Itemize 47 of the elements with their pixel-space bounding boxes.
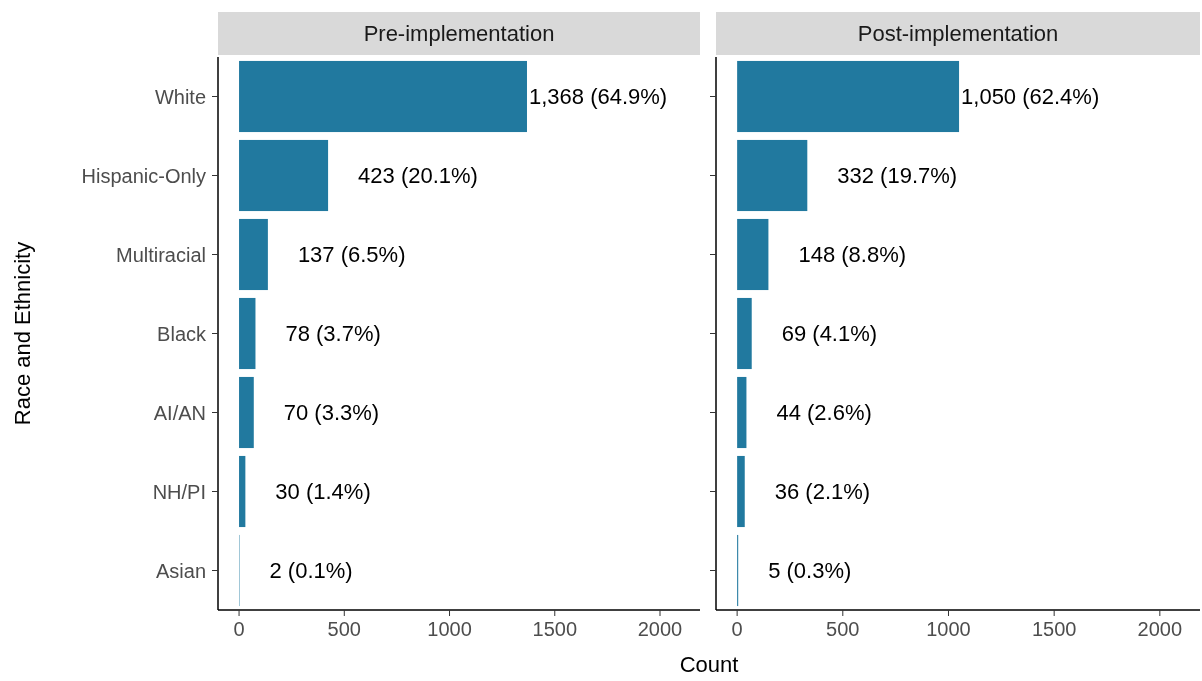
bar (239, 455, 246, 528)
chart-title: Pre-implementation (363, 21, 555, 47)
data-label: 1,050 (62.4%) (961, 84, 1100, 110)
y-tick-label: White (154, 85, 206, 108)
bar (239, 218, 268, 291)
bar (239, 139, 329, 212)
y-axis-title: Race and Ethnicity (10, 241, 35, 426)
data-label: 148 (8.8%) (798, 242, 907, 268)
bar (239, 60, 527, 133)
bar (737, 139, 808, 212)
y-tick-label: NH/PI (152, 480, 206, 503)
data-label: 70 (3.3%) (283, 400, 380, 426)
y-tick-label: AI/AN (153, 401, 206, 424)
data-label: 30 (1.4%) (275, 479, 371, 505)
x-axis-title: Count (679, 652, 739, 677)
data-label: 332 (19.7%) (837, 163, 958, 189)
bar (239, 376, 254, 449)
x-tick-label: 2000 (637, 618, 683, 640)
x-tick-label: 1000 (926, 618, 971, 640)
data-label: 78 (3.7%) (285, 321, 381, 347)
x-tick-label: 0 (731, 618, 743, 640)
data-label: 44 (2.6%) (776, 400, 872, 426)
y-tick-label: Hispanic-Only (81, 164, 206, 187)
data-label: 137 (6.5%) (297, 242, 406, 268)
x-tick-label: 1500 (532, 618, 578, 640)
data-label: 5 (0.3%) (768, 558, 852, 584)
bar (737, 455, 745, 528)
y-tick-label: Asian (155, 559, 206, 582)
bar (737, 218, 769, 291)
x-tick-label: 0 (233, 618, 245, 640)
x-tick-label: 500 (826, 618, 860, 640)
bar (737, 376, 747, 449)
data-label: 69 (4.1%) (781, 321, 878, 347)
data-label: 36 (2.1%) (774, 479, 871, 505)
data-label: 423 (20.1%) (358, 163, 478, 189)
x-tick-label: 1000 (427, 618, 472, 640)
bar (737, 297, 752, 370)
bar (239, 297, 256, 370)
bar (737, 60, 960, 133)
x-tick-label: 2000 (1137, 618, 1183, 640)
x-tick-label: 500 (327, 618, 361, 640)
chart-title: Post-implementation (857, 21, 1059, 47)
x-tick-label: 1500 (1031, 618, 1077, 640)
data-label: 2 (0.1%) (269, 558, 353, 584)
y-tick-label: Black (157, 322, 207, 345)
data-label: 1,368 (64.9%) (528, 84, 668, 110)
y-tick-label: Multiracial (115, 243, 206, 266)
